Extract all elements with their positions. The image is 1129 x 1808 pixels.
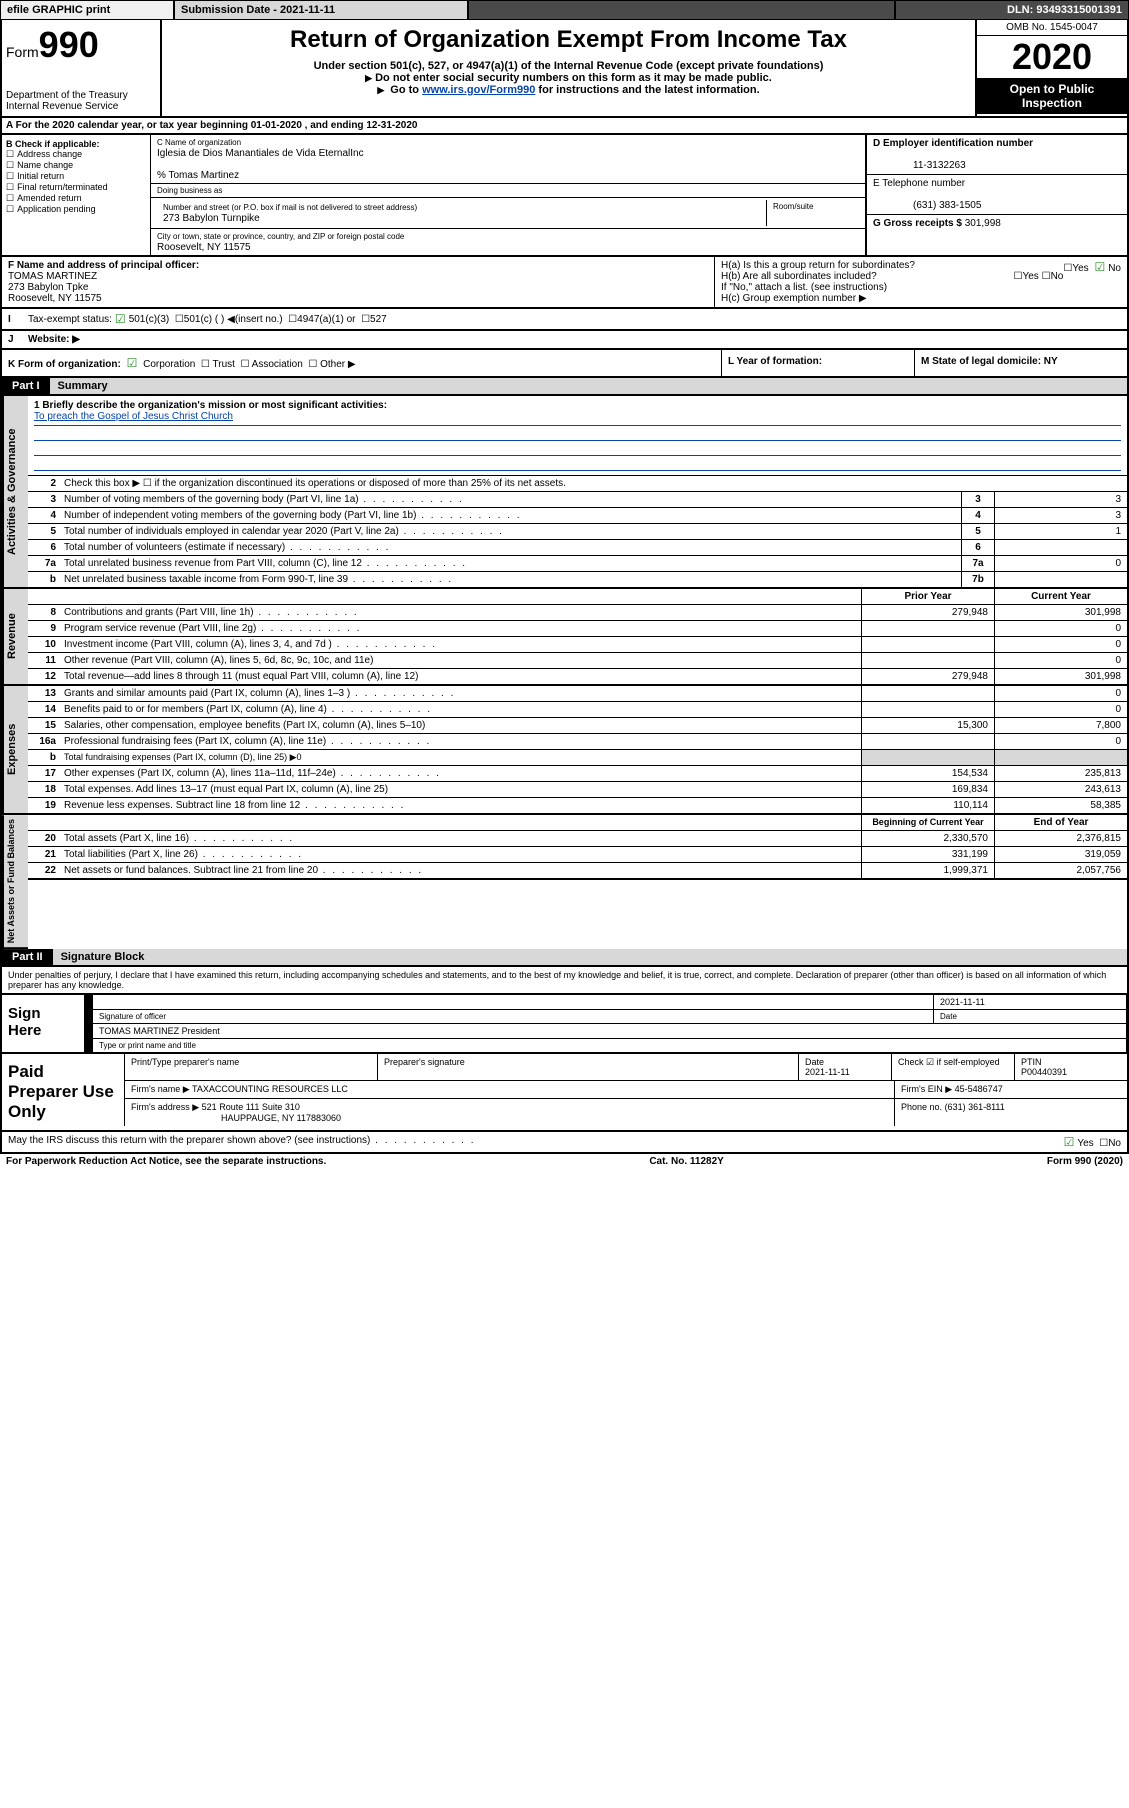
officer-sig-name: TOMAS MARTINEZ President — [93, 1024, 1127, 1038]
instruction-2: Go to www.irs.gov/Form990 for instructio… — [172, 84, 965, 96]
top-bar: efile GRAPHIC print Submission Date - 20… — [0, 0, 1129, 20]
mission-text: To preach the Gospel of Jesus Christ Chu… — [34, 411, 1121, 426]
officer-name: TOMAS MARTINEZ — [8, 271, 97, 282]
care-of: % Tomas Martinez — [157, 170, 239, 181]
open-public-label: Open to Public Inspection — [977, 78, 1127, 114]
dln-label: DLN: 93493315001391 — [895, 0, 1129, 20]
firm-name: TAXACCOUNTING RESOURCES LLC — [192, 1084, 348, 1094]
box-c: C Name of organization Iglesia de Dios M… — [151, 135, 865, 255]
department-label: Department of the Treasury Internal Reve… — [6, 90, 156, 112]
chk-name[interactable]: Name change — [6, 160, 73, 170]
omb-number: OMB No. 1545-0047 — [977, 20, 1127, 36]
form-header: Form990 Department of the Treasury Inter… — [0, 20, 1129, 118]
chk-pending[interactable]: Application pending — [6, 204, 96, 214]
vtab-netassets: Net Assets or Fund Balances — [2, 815, 28, 949]
k-l-m-row: K Form of organization: ☑ Corporation ☐ … — [0, 350, 1129, 378]
discuss-row: May the IRS discuss this return with the… — [0, 1132, 1129, 1154]
city-state-zip: Roosevelt, NY 11575 — [157, 242, 251, 253]
chk-amended[interactable]: Amended return — [6, 193, 82, 203]
vtab-revenue: Revenue — [2, 589, 28, 686]
box-b: B Check if applicable: Address change Na… — [2, 135, 151, 255]
paid-preparer-block: Paid Preparer Use Only Print/Type prepar… — [0, 1054, 1129, 1132]
form-number: Form990 — [6, 24, 156, 66]
part2-header: Part II Signature Block — [0, 949, 1129, 967]
tax-status-row: I Tax-exempt status: ☑ 501(c)(3) ☐ 501(c… — [0, 309, 1129, 331]
chk-initial[interactable]: Initial return — [6, 171, 64, 181]
firm-phone: (631) 361-8111 — [945, 1102, 1005, 1112]
expenses-block: Expenses 13Grants and similar amounts pa… — [0, 686, 1129, 815]
submission-date: Submission Date - 2021-11-11 — [174, 0, 468, 20]
efile-label: efile GRAPHIC print — [0, 0, 174, 20]
box-deg: D Employer identification number 11-3132… — [865, 135, 1127, 255]
vtab-expenses: Expenses — [2, 686, 28, 815]
topbar-spacer — [468, 0, 895, 20]
part1-header: Part I Summary — [0, 378, 1129, 396]
firm-ein: 45-5486747 — [955, 1084, 1003, 1094]
sign-here-block: Sign Here 2021-11-11 Signature of office… — [0, 995, 1129, 1054]
instruction-1: Do not enter social security numbers on … — [172, 72, 965, 84]
vtab-governance: Activities & Governance — [2, 396, 28, 589]
chk-final[interactable]: Final return/terminated — [6, 182, 108, 192]
activities-governance: Activities & Governance 1 Briefly descri… — [0, 396, 1129, 589]
tax-year: 2020 — [977, 36, 1127, 78]
website-row: J Website: ▶ — [0, 331, 1129, 350]
perjury-statement: Under penalties of perjury, I declare th… — [0, 967, 1129, 995]
section-a-period: A For the 2020 calendar year, or tax yea… — [0, 118, 1129, 135]
street-address: 273 Babylon Turnpike — [163, 213, 260, 224]
phone-value: (631) 383-1505 — [873, 200, 981, 211]
form-subtitle: Under section 501(c), 527, or 4947(a)(1)… — [172, 60, 965, 72]
org-name: Iglesia de Dios Manantiales de Vida Eter… — [157, 148, 364, 159]
info-block: B Check if applicable: Address change Na… — [0, 135, 1129, 257]
footer: For Paperwork Reduction Act Notice, see … — [0, 1154, 1129, 1169]
f-h-row: F Name and address of principal officer:… — [0, 257, 1129, 309]
chk-501c3[interactable]: ☑ — [115, 312, 126, 326]
irs-link[interactable]: www.irs.gov/Form990 — [422, 84, 535, 96]
ptin: P00440391 — [1021, 1067, 1067, 1077]
gross-receipts: 301,998 — [965, 218, 1001, 229]
net-assets-block: Net Assets or Fund Balances Beginning of… — [0, 815, 1129, 949]
form-title: Return of Organization Exempt From Incom… — [172, 26, 965, 54]
ein-value: 11-3132263 — [873, 160, 966, 171]
chk-address[interactable]: Address change — [6, 149, 82, 159]
revenue-block: Revenue Prior YearCurrent Year 8Contribu… — [0, 589, 1129, 686]
